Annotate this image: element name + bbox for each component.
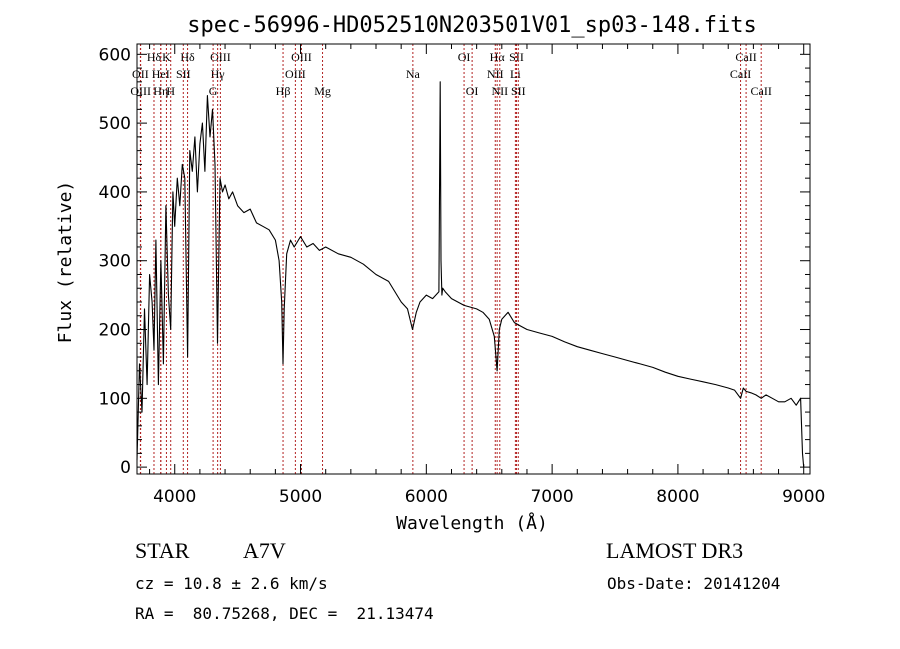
line-label-5: Hη <box>153 84 168 98</box>
x-axis-label: Wavelength (Å) <box>396 512 548 534</box>
line-label-14: Hβ <box>276 84 291 98</box>
line-label-27: CaII <box>751 84 772 98</box>
x-tick-label-6000: 6000 <box>405 487 448 507</box>
y-axis-label: Flux (relative) <box>55 181 76 344</box>
line-label-7: SII <box>176 67 191 81</box>
y-tick-label-300: 300 <box>99 252 131 272</box>
line-label-20: SII <box>509 50 524 64</box>
y-tick-label-600: 600 <box>99 45 131 65</box>
line-label-2: OIII <box>130 84 151 98</box>
line-label-10: Hγ <box>211 67 226 81</box>
x-axis-ticks: 4000 5000 6000 7000 8000 9000 <box>149 44 825 507</box>
x-tick-label-9000: 9000 <box>782 487 825 507</box>
y-axis-ticks: 0 100 200 300 400 500 600 <box>99 45 810 478</box>
y-tick-label-100: 100 <box>99 389 131 409</box>
x-tick-label-8000: 8000 <box>656 487 699 507</box>
observation-date: Obs-Date: 20141204 <box>607 574 781 593</box>
line-label-17: OI <box>458 50 471 64</box>
line-label-22: Li <box>510 67 521 81</box>
ra-dec-coordinates: RA = 80.75268, DEC = 21.13474 <box>135 604 434 623</box>
line-label-13: OIII <box>285 67 306 81</box>
x-tick-label-5000: 5000 <box>279 487 322 507</box>
y-tick-label-400: 400 <box>99 183 131 203</box>
line-label-18: OI <box>466 84 479 98</box>
line-label-16: Na <box>406 67 421 81</box>
line-label-19: Hα <box>490 50 506 64</box>
flux-series <box>136 81 805 468</box>
object-subclass: A7V <box>243 538 286 563</box>
line-label-3: K <box>162 50 171 64</box>
redshift-cz: cz = 10.8 ± 2.6 km/s <box>135 574 328 593</box>
x-tick-label-4000: 4000 <box>153 487 196 507</box>
line-label-21: NII <box>487 67 504 81</box>
chart-title: spec-56996-HD052510N203501V01_sp03-148.f… <box>187 13 757 38</box>
survey-name: LAMOST DR3 <box>606 538 744 563</box>
line-label-8: H <box>166 84 175 98</box>
line-label-11: G <box>209 84 218 98</box>
line-label-6: Hδ <box>180 50 195 64</box>
line-label-23: NII <box>491 84 508 98</box>
series-line-flux <box>136 81 805 468</box>
line-label-0: Hδ <box>147 50 162 64</box>
line-label-9: OIII <box>210 50 231 64</box>
line-label-15: Mg <box>314 84 331 98</box>
y-tick-label-0: 0 <box>120 458 131 478</box>
spectrum-chart: spec-56996-HD052510N203501V01_sp03-148.f… <box>55 13 825 534</box>
line-label-24: SII <box>511 84 526 98</box>
line-label-26: CaII <box>730 67 751 81</box>
y-tick-label-500: 500 <box>99 114 131 134</box>
object-class: STAR <box>135 538 190 563</box>
y-tick-label-200: 200 <box>99 321 131 341</box>
plot-frame <box>136 43 811 475</box>
line-label-12: OIII <box>291 50 312 64</box>
x-tick-label-7000: 7000 <box>530 487 573 507</box>
line-label-25: CaII <box>735 50 756 64</box>
